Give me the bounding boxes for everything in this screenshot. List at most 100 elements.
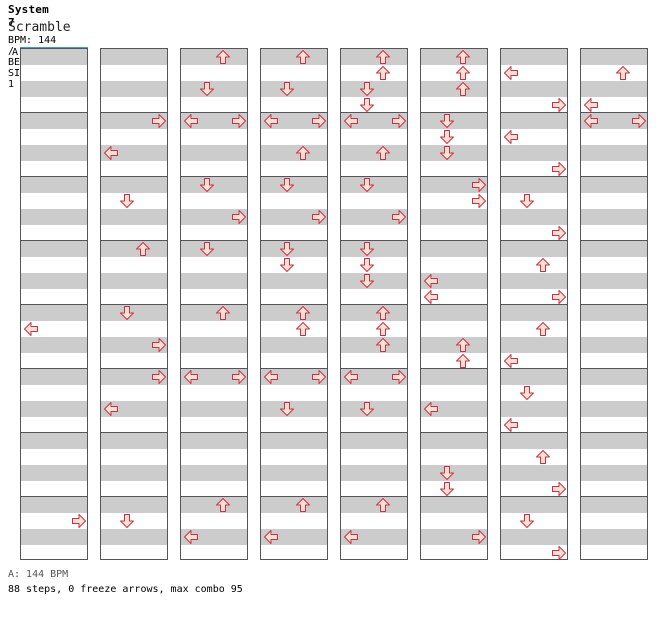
beat-stripe — [101, 497, 167, 513]
beat-stripe — [501, 273, 567, 289]
beat-stripe — [101, 401, 167, 417]
arrow-right-icon — [152, 370, 166, 384]
arrow-right-icon — [232, 210, 246, 224]
arrow-right-icon — [632, 114, 646, 128]
beat-stripe — [181, 273, 247, 289]
beat-stripe — [181, 305, 247, 321]
chart-column-7 — [500, 48, 568, 560]
arrow-up-icon — [456, 354, 470, 368]
beat-stripe — [501, 401, 567, 417]
beat-stripe — [581, 433, 647, 449]
arrow-left-icon — [264, 114, 278, 128]
arrow-up-icon — [296, 306, 310, 320]
measure-line — [101, 496, 167, 497]
beat-stripe — [181, 49, 247, 65]
measure-line — [501, 304, 567, 305]
beat-stripe — [261, 145, 327, 161]
beat-stripe — [101, 465, 167, 481]
beat-stripe — [181, 209, 247, 225]
arrow-left-icon — [344, 114, 358, 128]
arrow-right-icon — [392, 210, 406, 224]
beat-stripe — [101, 49, 167, 65]
measure-line — [101, 112, 167, 113]
measure-line — [261, 368, 327, 369]
beat-stripe — [341, 529, 407, 545]
arrow-down-icon — [280, 258, 294, 272]
arrow-right-icon — [312, 370, 326, 384]
beat-stripe — [341, 497, 407, 513]
beat-stripe — [581, 209, 647, 225]
measure-line — [101, 176, 167, 177]
arrow-down-icon — [280, 82, 294, 96]
beat-stripe — [581, 497, 647, 513]
arrow-down-icon — [440, 482, 454, 496]
beat-stripe — [421, 433, 487, 449]
measure-line — [421, 496, 487, 497]
chart-column-5 — [340, 48, 408, 560]
arrow-up-icon — [376, 338, 390, 352]
arrow-down-icon — [360, 98, 374, 112]
arrow-right-icon — [552, 226, 566, 240]
arrow-down-icon — [200, 82, 214, 96]
beat-stripe — [581, 81, 647, 97]
beat-stripe — [501, 145, 567, 161]
beat-stripe — [341, 433, 407, 449]
measure-line — [261, 304, 327, 305]
arrow-left-icon — [264, 530, 278, 544]
beat-stripe — [101, 145, 167, 161]
arrow-right-icon — [472, 194, 486, 208]
arrow-up-icon — [376, 146, 390, 160]
arrow-up-icon — [136, 242, 150, 256]
arrow-right-icon — [392, 114, 406, 128]
beat-stripe — [501, 209, 567, 225]
arrow-up-icon — [456, 82, 470, 96]
beat-stripe — [21, 49, 87, 65]
arrow-up-icon — [616, 66, 630, 80]
beat-stripe — [21, 497, 87, 513]
measure-line — [501, 112, 567, 113]
beat-stripe — [181, 529, 247, 545]
beat-stripe — [421, 177, 487, 193]
arrow-up-icon — [536, 450, 550, 464]
arrow-down-icon — [280, 242, 294, 256]
measure-line — [21, 240, 87, 241]
arrow-left-icon — [584, 114, 598, 128]
chart-column-6 — [420, 48, 488, 560]
arrow-down-icon — [360, 274, 374, 288]
arrow-left-icon — [424, 290, 438, 304]
measure-line — [341, 240, 407, 241]
measure-line — [101, 432, 167, 433]
measure-line — [581, 304, 647, 305]
arrow-down-icon — [360, 402, 374, 416]
beat-stripe — [21, 465, 87, 481]
arrow-up-icon — [296, 322, 310, 336]
measure-line — [261, 176, 327, 177]
beat-stripe — [581, 273, 647, 289]
beat-stripe — [101, 273, 167, 289]
beat-stripe — [21, 401, 87, 417]
beat-stripe — [501, 497, 567, 513]
arrow-up-icon — [536, 322, 550, 336]
arrow-left-icon — [104, 402, 118, 416]
beat-stripe — [421, 497, 487, 513]
beat-stripe — [101, 81, 167, 97]
beat-stripe — [101, 369, 167, 385]
measure-line — [261, 112, 327, 113]
arrow-down-icon — [360, 82, 374, 96]
measure-line — [181, 240, 247, 241]
beat-stripe — [101, 113, 167, 129]
beat-stripe — [181, 369, 247, 385]
measure-line — [581, 112, 647, 113]
arrow-down-icon — [440, 466, 454, 480]
arrow-right-icon — [472, 178, 486, 192]
measure-line — [261, 432, 327, 433]
beat-stripe — [501, 369, 567, 385]
beat-stripe — [341, 305, 407, 321]
measure-line — [581, 432, 647, 433]
beat-stripe — [581, 145, 647, 161]
arrow-down-icon — [120, 194, 134, 208]
page-title: System 7 — [8, 3, 49, 29]
arrow-up-icon — [456, 338, 470, 352]
arrow-up-icon — [456, 50, 470, 64]
measure-line — [581, 176, 647, 177]
